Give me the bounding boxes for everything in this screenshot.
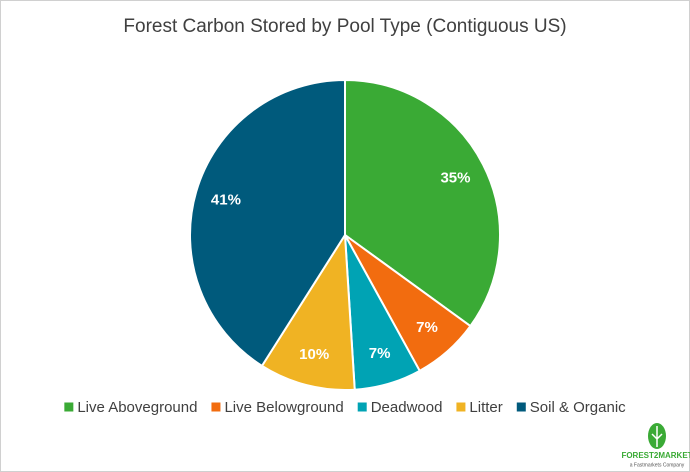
legend-label: Soil & Organic: [530, 399, 626, 416]
legend-swatch: [516, 402, 526, 412]
data-label: 35%: [440, 170, 470, 187]
legend-label: Live Belowground: [224, 399, 343, 416]
legend-label: Litter: [469, 399, 502, 416]
data-label: 41%: [211, 191, 241, 208]
logo-tagline: a Fastmarkets Company: [630, 462, 685, 468]
legend-swatch: [64, 402, 74, 412]
data-label: 7%: [369, 345, 391, 362]
legend-swatch: [211, 402, 221, 412]
pie-slice: [344, 78, 501, 328]
logo-name: FOREST2MARKET: [621, 451, 690, 460]
chart-title: Forest Carbon Stored by Pool Type (Conti…: [123, 16, 566, 37]
pie-slice: [260, 231, 356, 391]
data-label: 7%: [416, 319, 438, 336]
logo-tree: [651, 426, 663, 447]
legend-swatch: [456, 402, 466, 412]
logo: FOREST2MARKET a Fastmarkets Company: [621, 423, 690, 468]
legend-swatch: [357, 402, 367, 412]
data-label: 10%: [299, 346, 329, 363]
legend-label: Deadwood: [371, 399, 443, 416]
pie-slice: [189, 78, 346, 368]
legend-label: Live Aboveground: [77, 399, 197, 416]
